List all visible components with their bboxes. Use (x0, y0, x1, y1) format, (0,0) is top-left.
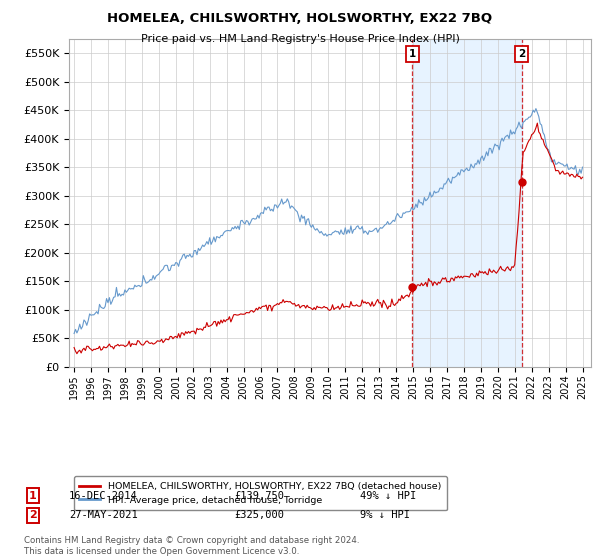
Text: 9% ↓ HPI: 9% ↓ HPI (360, 510, 410, 520)
Text: 16-DEC-2014: 16-DEC-2014 (69, 491, 138, 501)
Text: 1: 1 (409, 49, 416, 59)
Legend: HOMELEA, CHILSWORTHY, HOLSWORTHY, EX22 7BQ (detached house), HPI: Average price,: HOMELEA, CHILSWORTHY, HOLSWORTHY, EX22 7… (74, 477, 447, 510)
Text: Price paid vs. HM Land Registry's House Price Index (HPI): Price paid vs. HM Land Registry's House … (140, 34, 460, 44)
Text: HOMELEA, CHILSWORTHY, HOLSWORTHY, EX22 7BQ: HOMELEA, CHILSWORTHY, HOLSWORTHY, EX22 7… (107, 12, 493, 25)
Text: 2: 2 (29, 510, 37, 520)
Text: 2: 2 (518, 49, 526, 59)
Text: 27-MAY-2021: 27-MAY-2021 (69, 510, 138, 520)
Text: £325,000: £325,000 (234, 510, 284, 520)
Text: 49% ↓ HPI: 49% ↓ HPI (360, 491, 416, 501)
Text: 1: 1 (29, 491, 37, 501)
Bar (412, 39, 521, 367)
Text: £139,750: £139,750 (234, 491, 284, 501)
Text: Contains HM Land Registry data © Crown copyright and database right 2024.
This d: Contains HM Land Registry data © Crown c… (24, 536, 359, 556)
